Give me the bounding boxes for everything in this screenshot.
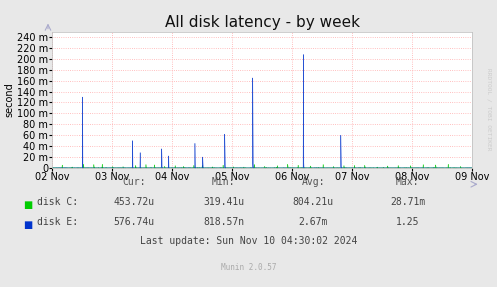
Text: disk E:: disk E: [37,217,79,227]
Text: 818.57n: 818.57n [203,217,244,227]
Text: Cur:: Cur: [122,177,146,187]
Text: 804.21u: 804.21u [293,197,333,207]
Text: disk C:: disk C: [37,197,79,207]
Text: 319.41u: 319.41u [203,197,244,207]
Title: All disk latency - by week: All disk latency - by week [165,15,360,30]
Text: 576.74u: 576.74u [114,217,155,227]
Text: 28.71m: 28.71m [390,197,425,207]
Text: ■: ■ [23,220,32,230]
Text: Munin 2.0.57: Munin 2.0.57 [221,263,276,272]
Y-axis label: second: second [4,82,14,117]
Text: ■: ■ [23,200,32,210]
Text: Min:: Min: [212,177,236,187]
Text: 2.67m: 2.67m [298,217,328,227]
Text: Avg:: Avg: [301,177,325,187]
Text: RRDTOOL / TOBI OETIKER: RRDTOOL / TOBI OETIKER [486,68,491,150]
Text: Max:: Max: [396,177,419,187]
Text: 1.25: 1.25 [396,217,419,227]
Text: Last update: Sun Nov 10 04:30:02 2024: Last update: Sun Nov 10 04:30:02 2024 [140,236,357,246]
Text: 453.72u: 453.72u [114,197,155,207]
